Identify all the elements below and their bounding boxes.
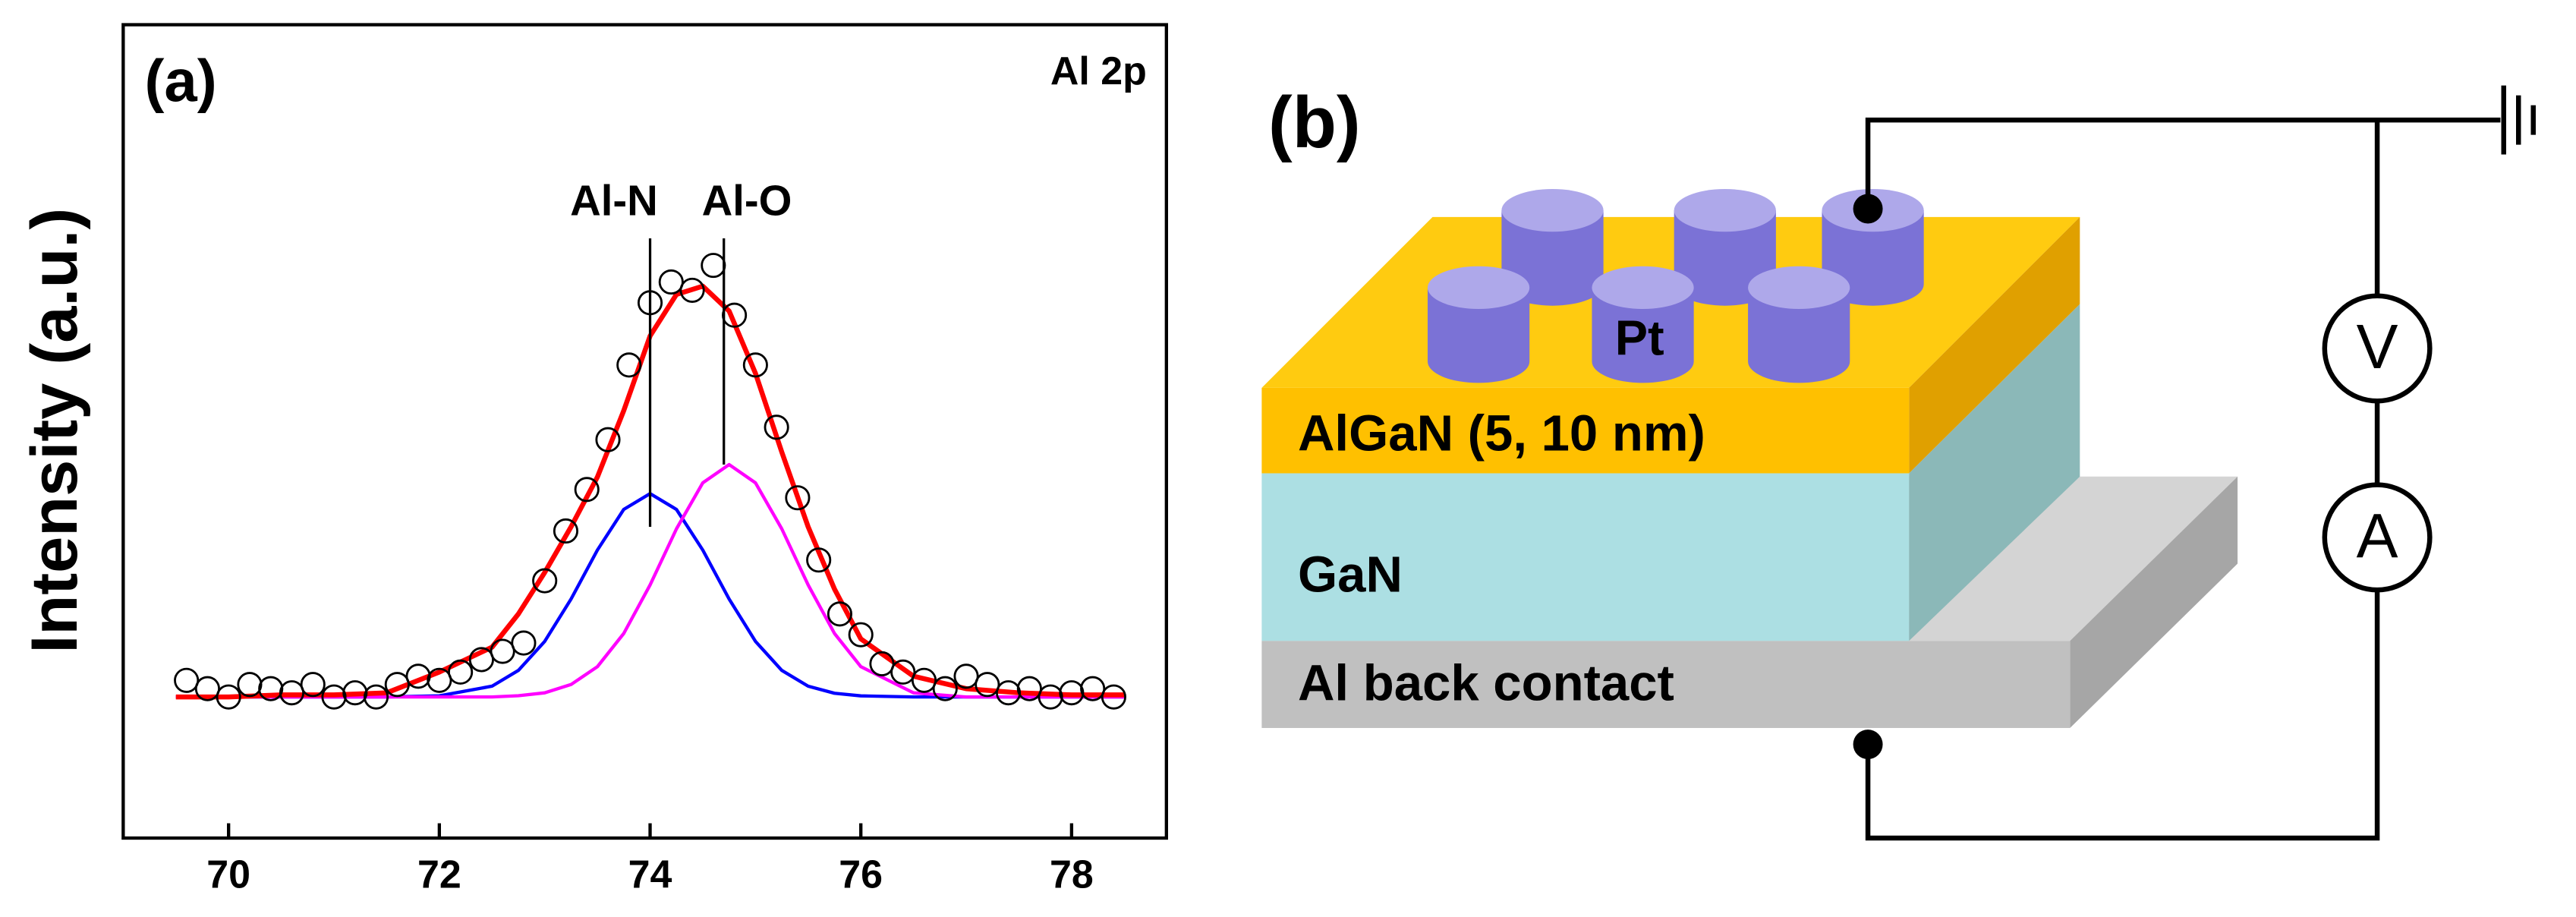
contact-dot xyxy=(1853,730,1883,760)
data-point xyxy=(511,630,537,656)
data-point xyxy=(174,667,200,693)
data-point xyxy=(427,667,452,693)
data-point xyxy=(342,680,368,706)
data-point xyxy=(237,672,263,698)
data-point xyxy=(679,277,705,303)
data-point xyxy=(279,680,305,706)
curve xyxy=(175,462,1125,699)
data-point xyxy=(932,676,958,701)
pt-side xyxy=(1427,287,1530,383)
pt-side xyxy=(1748,287,1850,383)
data-point xyxy=(363,684,389,710)
data-point xyxy=(490,638,515,664)
data-point xyxy=(764,414,789,440)
meter-label: A xyxy=(2357,502,2398,571)
pt-electrodes xyxy=(1427,189,1924,383)
diagram-b: (b) Pt AlGaN (5, 10 nm) GaN Al back cont… xyxy=(1261,83,2536,841)
pt-top xyxy=(1748,266,1850,310)
data-point xyxy=(996,680,1022,706)
data-point xyxy=(1038,684,1063,710)
x-tick-label: 72 xyxy=(417,853,461,897)
panel-label: (b) xyxy=(1268,83,1361,163)
data-point xyxy=(405,663,431,689)
data-point xyxy=(321,684,347,710)
annotation: Al-N xyxy=(570,176,658,224)
data-point xyxy=(553,518,579,544)
plot-a: (a) Al 2p Intensity (a.u.) 70 72 74 76 78 Al-… xyxy=(18,23,1168,897)
pt-top xyxy=(1674,189,1776,232)
data-point xyxy=(216,684,241,710)
data-point xyxy=(616,352,642,378)
y-axis-label: Intensity (a.u.) xyxy=(18,208,91,654)
data-point xyxy=(658,269,684,295)
curve xyxy=(175,283,1125,700)
data-point xyxy=(532,568,558,594)
data-point xyxy=(1016,676,1042,701)
data-point xyxy=(953,663,979,689)
data-point xyxy=(258,676,284,701)
data-point xyxy=(806,547,832,573)
algan-front xyxy=(1261,387,1910,474)
electrode-label: Pt xyxy=(1615,310,1664,365)
circuit xyxy=(1865,85,2536,841)
pt-top xyxy=(1427,266,1530,310)
layer-label: AlGaN (5, 10 nm) xyxy=(1298,405,1705,462)
data-point xyxy=(300,672,326,698)
x-tick-label: 70 xyxy=(206,853,250,897)
data-point xyxy=(1101,684,1126,710)
contact-dot xyxy=(1853,194,1883,224)
data-point xyxy=(975,672,1000,698)
voltmeter xyxy=(2322,293,2433,404)
pt-side xyxy=(1592,287,1694,383)
data-point xyxy=(384,672,410,698)
data-point xyxy=(742,352,768,378)
ammeter xyxy=(2322,482,2433,593)
wire xyxy=(1865,117,2501,209)
data-point xyxy=(911,667,937,693)
meter-label: V xyxy=(2357,313,2398,382)
pt-top xyxy=(1501,189,1604,232)
contact-side xyxy=(2070,476,2238,728)
data-point xyxy=(1059,680,1085,706)
data-point xyxy=(869,651,895,676)
data-point xyxy=(827,601,852,627)
pt-top xyxy=(1592,266,1694,310)
data-point xyxy=(574,477,600,503)
wire xyxy=(1865,590,2380,841)
x-tick-label: 78 xyxy=(1050,853,1094,897)
contact-front xyxy=(1261,641,2071,728)
gan-side xyxy=(1909,304,2080,641)
algan-side xyxy=(1909,216,2080,474)
annotation: Al-O xyxy=(702,176,792,224)
data-point xyxy=(848,622,874,648)
data-point xyxy=(1080,676,1106,701)
data-point xyxy=(448,659,474,685)
plot-frame xyxy=(121,23,1168,840)
layer-label: Al back contact xyxy=(1298,655,1674,712)
data-point xyxy=(890,659,916,685)
data-point xyxy=(595,427,621,452)
panel-label: (a) xyxy=(144,47,216,114)
data-point xyxy=(701,253,726,279)
layer-label: GaN xyxy=(1298,547,1403,603)
corner-label: Al 2p xyxy=(1050,49,1147,93)
x-tick-label: 74 xyxy=(628,853,672,897)
data-point xyxy=(194,676,220,701)
x-tick-label: 76 xyxy=(839,853,883,897)
gan-front xyxy=(1261,473,1910,641)
data-point xyxy=(468,647,494,673)
data-point xyxy=(785,485,811,511)
